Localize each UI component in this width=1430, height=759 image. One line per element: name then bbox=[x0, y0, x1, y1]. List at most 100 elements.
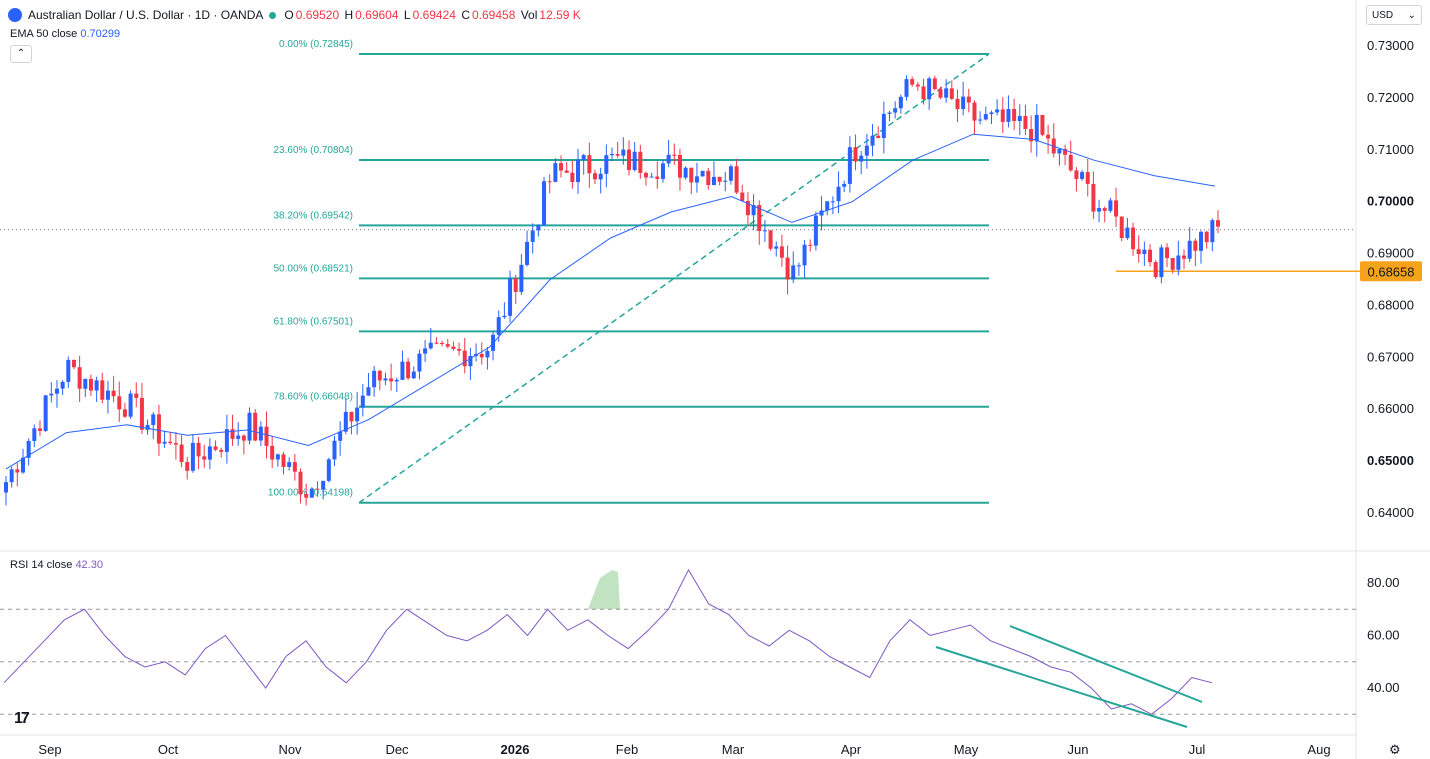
ema-legend[interactable]: EMA 50 close 0.70299 bbox=[10, 28, 120, 40]
candle-body bbox=[525, 241, 530, 265]
candle-body bbox=[440, 342, 445, 345]
candle-body bbox=[77, 367, 82, 389]
candle-body bbox=[655, 176, 660, 179]
candle-body bbox=[253, 412, 258, 441]
candle-body bbox=[1193, 240, 1198, 251]
candle-body bbox=[944, 88, 949, 98]
candle-body bbox=[332, 440, 337, 460]
price-tick-label: 0.70000 bbox=[1367, 194, 1414, 209]
candle-body bbox=[711, 176, 716, 186]
candle-body bbox=[700, 170, 705, 177]
candle-body bbox=[394, 379, 399, 382]
rsi-tick-label: 40.00 bbox=[1367, 680, 1400, 695]
ema-line bbox=[5, 133, 1216, 470]
candle-body bbox=[570, 172, 575, 183]
candle-body bbox=[88, 378, 93, 391]
ohlc-key-high: H bbox=[344, 8, 354, 22]
candle-body bbox=[1187, 240, 1192, 259]
price-tick-label: 0.66000 bbox=[1367, 401, 1414, 416]
rsi-legend[interactable]: RSI 14 close 42.30 bbox=[10, 559, 103, 571]
candle-body bbox=[366, 387, 371, 396]
candle-body bbox=[49, 393, 54, 396]
price-tick-label: 0.73000 bbox=[1367, 38, 1414, 53]
candle-body bbox=[168, 441, 173, 444]
candle-body bbox=[932, 78, 937, 90]
time-tick-label: Apr bbox=[841, 742, 862, 757]
candle-body bbox=[915, 84, 920, 87]
candle-body bbox=[1216, 220, 1220, 227]
candle-body bbox=[740, 192, 745, 201]
candle-body bbox=[423, 348, 428, 354]
time-tick-label: Feb bbox=[616, 742, 638, 757]
candle-body bbox=[287, 462, 292, 467]
candle-body bbox=[411, 371, 416, 379]
candle-body bbox=[1182, 255, 1187, 259]
candle-body bbox=[615, 154, 620, 156]
candle-body bbox=[672, 154, 677, 156]
candle-body bbox=[9, 469, 14, 483]
time-tick-label: Sep bbox=[38, 742, 61, 757]
time-tick-label: Nov bbox=[278, 742, 302, 757]
candle-body bbox=[134, 393, 139, 398]
chevron-down-icon: ⌄ bbox=[1407, 10, 1416, 21]
candle-body bbox=[1165, 247, 1170, 259]
candle-body bbox=[1148, 249, 1153, 263]
candle-body bbox=[1085, 172, 1090, 184]
candle-body bbox=[830, 201, 835, 203]
candle-body bbox=[457, 348, 462, 351]
candle-body bbox=[796, 265, 801, 267]
candle-body bbox=[819, 210, 824, 216]
time-tick-label: Jun bbox=[1068, 742, 1089, 757]
candle-body bbox=[706, 170, 711, 186]
candle-body bbox=[955, 98, 960, 110]
candle-body bbox=[1136, 249, 1141, 255]
gear-icon[interactable]: ⚙ bbox=[1389, 742, 1401, 757]
market-status-icon bbox=[269, 11, 277, 19]
currency-button[interactable]: USD ⌄ bbox=[1366, 5, 1422, 25]
candle-body bbox=[462, 350, 467, 367]
time-tick-label: Dec bbox=[385, 742, 409, 757]
ohlc-readout: O 0.69520 H 0.69604 L 0.69424 C 0.69458 Vol 1… bbox=[282, 8, 580, 22]
candle-body bbox=[1029, 129, 1034, 142]
candle-body bbox=[768, 230, 773, 249]
candle-body bbox=[190, 442, 195, 471]
candle-body bbox=[927, 78, 932, 100]
price-tick-label: 0.64000 bbox=[1367, 505, 1414, 520]
candle-body bbox=[1176, 255, 1181, 270]
candle-body bbox=[666, 154, 671, 164]
candle-body bbox=[54, 388, 59, 394]
candle-body bbox=[723, 180, 728, 182]
symbol-title[interactable]: Australian Dollar / U.S. Dollar · 1D · O… bbox=[28, 8, 264, 22]
candle-body bbox=[15, 469, 20, 473]
candle-body bbox=[292, 462, 297, 472]
candle-body bbox=[938, 89, 943, 98]
candle-body bbox=[417, 353, 422, 372]
tradingview-logo[interactable]: 17 bbox=[14, 710, 30, 727]
time-tick-label: Aug bbox=[1307, 742, 1330, 757]
candle-body bbox=[508, 278, 513, 316]
candle-body bbox=[196, 442, 201, 457]
candle-body bbox=[547, 181, 552, 183]
candle-body bbox=[1074, 170, 1079, 179]
collapse-legend-button[interactable]: ⌃ bbox=[10, 45, 32, 63]
candle-body bbox=[100, 380, 105, 400]
candle-body bbox=[1119, 216, 1124, 239]
symbol-header: Australian Dollar / U.S. Dollar · 1D · O… bbox=[8, 8, 581, 22]
candle-body bbox=[587, 155, 592, 174]
candle-body bbox=[751, 205, 756, 216]
candle-body bbox=[1046, 134, 1051, 139]
ema-value: 0.70299 bbox=[80, 28, 121, 40]
candle-body bbox=[593, 173, 598, 180]
candle-body bbox=[581, 155, 586, 160]
candle-body bbox=[1210, 220, 1215, 243]
candle-body bbox=[66, 359, 71, 382]
candle-body bbox=[689, 167, 694, 183]
candle-body bbox=[802, 244, 807, 266]
candle-body bbox=[972, 102, 977, 121]
candle-body bbox=[887, 112, 892, 114]
time-tick-label: Jul bbox=[1189, 742, 1206, 757]
candle-body bbox=[219, 449, 224, 452]
ohlc-low-value: 0.69424 bbox=[412, 8, 456, 22]
ohlc-key-low: L bbox=[403, 8, 411, 22]
